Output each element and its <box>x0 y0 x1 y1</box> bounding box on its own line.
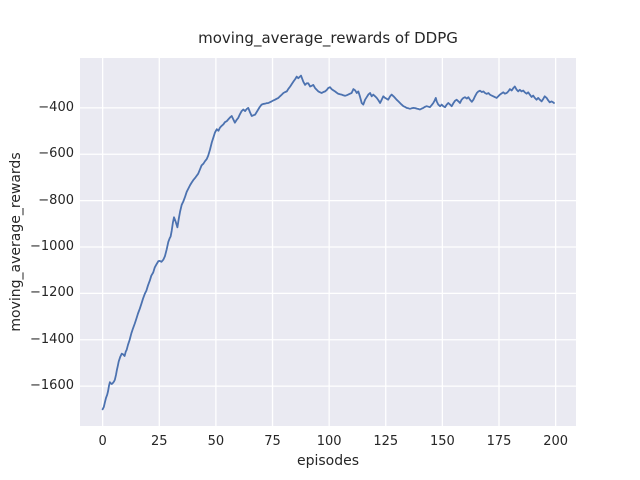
x-tick-label: 75 <box>264 434 281 449</box>
y-tick-label: −800 <box>38 192 74 208</box>
x-axis-label: episodes <box>296 453 360 469</box>
y-tick-label: −400 <box>38 99 74 115</box>
x-tick-label: 100 <box>316 434 342 449</box>
y-tick-label: −1400 <box>30 331 74 347</box>
y-tick-label: −1600 <box>30 378 74 394</box>
x-tick-label: 200 <box>543 434 569 449</box>
x-tick-label: 150 <box>429 434 455 449</box>
x-tick-label: 0 <box>98 434 107 449</box>
plot-area <box>80 58 576 426</box>
x-tick-label: 25 <box>150 434 168 449</box>
series-line <box>101 74 555 411</box>
x-tick-label: 125 <box>373 434 399 449</box>
y-tick-label: −1000 <box>30 238 74 254</box>
line-chart-canvas <box>80 58 576 426</box>
y-tick-label: −1200 <box>30 285 74 301</box>
x-tick-label: 50 <box>207 434 225 449</box>
y-tick-label: −600 <box>38 146 74 162</box>
chart-title: moving_average_rewards of DDPG <box>198 29 458 47</box>
x-tick-label: 175 <box>486 434 512 449</box>
